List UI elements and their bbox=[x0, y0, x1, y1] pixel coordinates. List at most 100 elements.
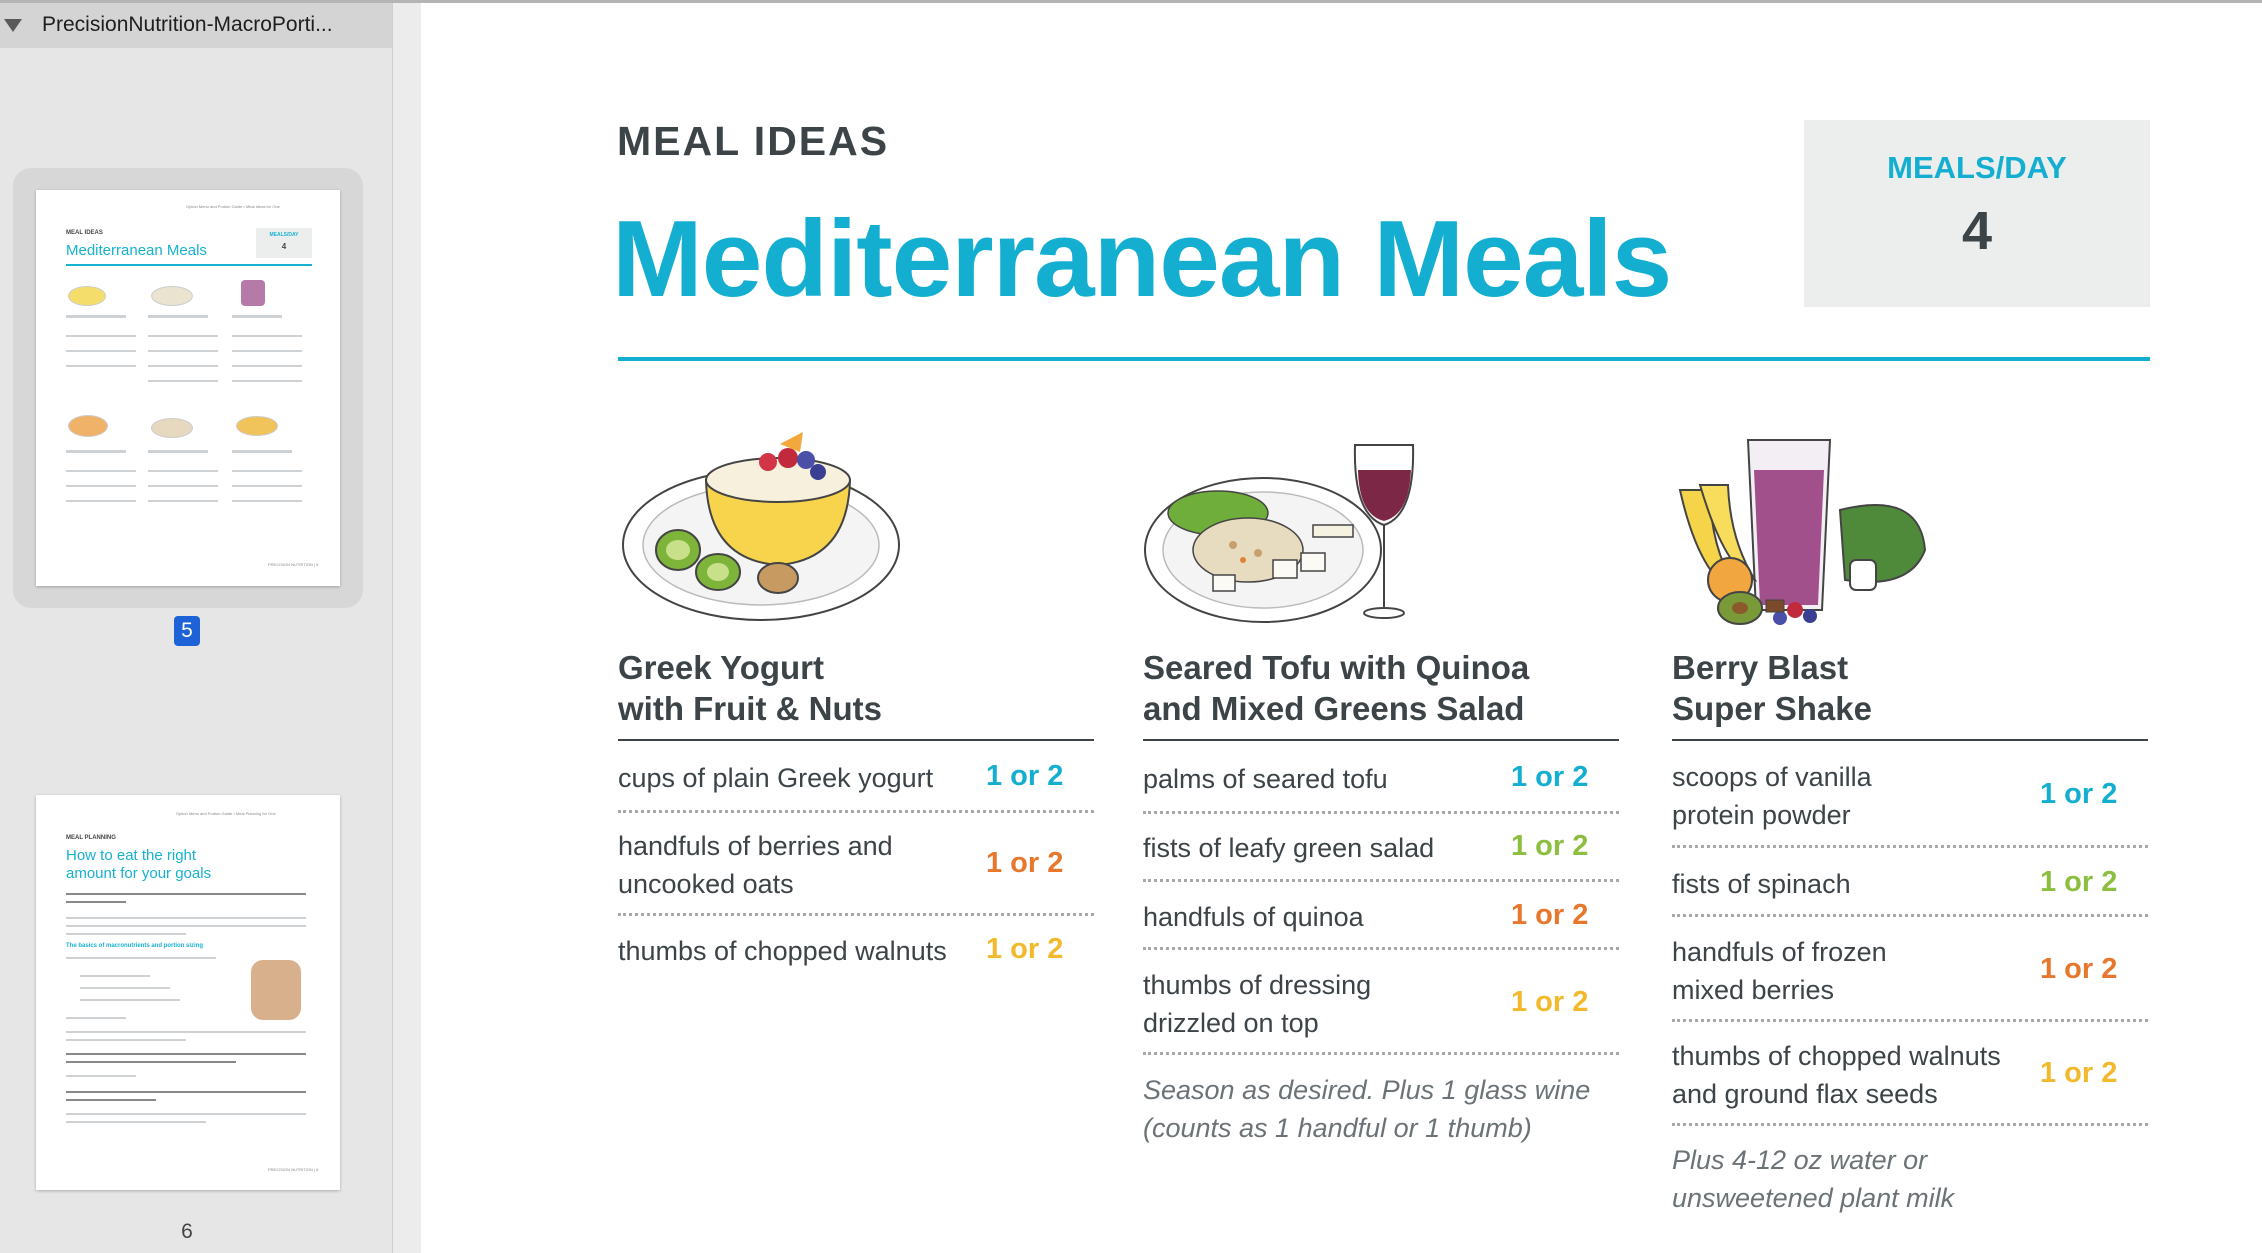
sidebar-divider[interactable] bbox=[393, 0, 421, 1253]
portion-value: 1 or 2 bbox=[1511, 899, 1589, 931]
thumb-food-image bbox=[241, 280, 265, 306]
meal-title-line2: Super Shake bbox=[1672, 690, 1872, 727]
thumb-title-line2: amount for your goals bbox=[66, 865, 212, 882]
thumb-text-line bbox=[232, 500, 302, 502]
portion-label-line2: uncooked oats bbox=[618, 869, 794, 899]
header-rule bbox=[618, 357, 2150, 361]
row-divider bbox=[618, 913, 1094, 916]
thumb-text-line bbox=[66, 1039, 186, 1041]
thumb-food-image bbox=[151, 286, 193, 306]
thumb-text-line bbox=[232, 470, 302, 472]
meal-note-line1: Plus 4-12 oz water or bbox=[1672, 1145, 1928, 1175]
thumb-food-image bbox=[151, 418, 193, 438]
thumb-text-line bbox=[66, 933, 186, 935]
meal-note-line2: unsweetened plant milk bbox=[1672, 1183, 1955, 1213]
meals-per-day-label: MEALS/DAY bbox=[1887, 150, 2067, 185]
portion-value: 1 or 2 bbox=[986, 760, 1064, 792]
portion-label-line1: thumbs of dressing bbox=[1143, 970, 1372, 1000]
thumb-meals-box: MEALS/DAY 4 bbox=[256, 228, 312, 258]
portion-value: 1 or 2 bbox=[1511, 830, 1589, 862]
window-top-border bbox=[0, 0, 2262, 3]
meal-title-line1: Seared Tofu with Quinoa bbox=[1143, 649, 1530, 686]
thumb-food-image bbox=[236, 416, 278, 436]
thumb-text-line bbox=[80, 999, 180, 1001]
row-divider bbox=[1143, 1052, 1619, 1055]
portion-value: 1 or 2 bbox=[2040, 953, 2118, 985]
thumb-text-line bbox=[66, 957, 216, 959]
thumb-text-line bbox=[66, 350, 136, 352]
thumb-breadcrumb: Option Menu and Portion Guide • Meal Pla… bbox=[176, 811, 276, 816]
meal-note-line2: (counts as 1 handful or 1 thumb) bbox=[1143, 1113, 1532, 1143]
thumb-food-image bbox=[68, 415, 108, 437]
meals-per-day-box: MEALS/DAY 4 bbox=[1804, 120, 2150, 307]
meal-title-line2: with Fruit & Nuts bbox=[618, 690, 882, 727]
portion-label-line2: drizzled on top bbox=[1143, 1008, 1319, 1038]
row-divider bbox=[1143, 947, 1619, 950]
berry-shake-icon bbox=[1678, 439, 1927, 625]
thumb-text-line bbox=[66, 450, 126, 453]
row-divider bbox=[1672, 845, 2148, 848]
page-thumbnail-6[interactable]: Option Menu and Portion Guide • Meal Pla… bbox=[36, 795, 340, 1190]
portion-label-line1: thumbs of chopped walnuts bbox=[1672, 1041, 2001, 1071]
thumb-text-line bbox=[66, 1091, 306, 1093]
portion-label-line2: and ground flax seeds bbox=[1672, 1079, 1938, 1109]
thumb-food-image bbox=[68, 286, 106, 306]
thumb-text-line bbox=[66, 1031, 306, 1033]
sidebar-document-header[interactable]: PrecisionNutrition-MacroPorti... bbox=[0, 0, 392, 48]
portion-label: fists of spinach bbox=[1672, 869, 1851, 899]
thumb-text-line bbox=[148, 470, 218, 472]
portion-label: thumbs of chopped walnuts bbox=[618, 936, 947, 966]
yogurt-bowl-icon bbox=[622, 432, 900, 621]
thumb-text-line bbox=[66, 925, 306, 927]
portion-label: cups of plain Greek yogurt bbox=[618, 763, 934, 793]
portion-label: handfuls of quinoa bbox=[1143, 902, 1364, 932]
thumb-meals-value: 4 bbox=[281, 242, 287, 251]
thumb-rule bbox=[66, 264, 312, 266]
thumb-text-line bbox=[232, 365, 302, 367]
thumb-text-line bbox=[232, 350, 302, 352]
thumb-text-line bbox=[148, 450, 208, 453]
row-divider bbox=[1143, 811, 1619, 814]
portion-label: palms of seared tofu bbox=[1143, 764, 1388, 794]
thumb-text-line bbox=[66, 893, 306, 895]
thumb-text-line bbox=[66, 1017, 126, 1019]
thumb-text-line bbox=[148, 335, 218, 337]
portion-value: 1 or 2 bbox=[986, 933, 1064, 965]
section-kicker: MEAL IDEAS bbox=[617, 118, 890, 164]
portion-value: 1 or 2 bbox=[986, 847, 1064, 879]
page-thumbnail-5[interactable]: Option Menu and Portion Guide • Meal Ide… bbox=[36, 190, 340, 586]
page-number-badge: 5 bbox=[174, 616, 200, 646]
row-divider bbox=[618, 810, 1094, 813]
meals-per-day-value: 4 bbox=[1961, 201, 1993, 261]
thumb-text-line bbox=[66, 1121, 206, 1123]
thumb-text-line bbox=[80, 975, 150, 977]
thumb-text-line bbox=[148, 315, 208, 318]
portion-value: 1 or 2 bbox=[2040, 778, 2118, 810]
thumb-text-line bbox=[148, 485, 218, 487]
row-divider bbox=[1143, 879, 1619, 882]
thumb-text-line bbox=[66, 901, 126, 903]
thumb-text-line bbox=[148, 350, 218, 352]
meal-title-line1: Berry Blast bbox=[1672, 649, 1849, 686]
thumb-text-line bbox=[66, 1075, 136, 1077]
thumb-meals-label: MEALS/DAY bbox=[269, 232, 299, 238]
meal-title-rule bbox=[1672, 739, 2148, 741]
thumb-text-line bbox=[148, 365, 218, 367]
portion-label-line2: mixed berries bbox=[1672, 975, 1835, 1005]
portion-value: 1 or 2 bbox=[1511, 761, 1589, 793]
thumb-text-line bbox=[66, 1061, 236, 1063]
thumb-title: Mediterranean Meals bbox=[66, 242, 207, 259]
row-divider bbox=[1672, 1123, 2148, 1126]
row-divider bbox=[1672, 914, 2148, 917]
row-divider bbox=[1672, 1019, 2148, 1022]
portion-label-line1: handfuls of frozen bbox=[1672, 937, 1887, 967]
meal-title-rule bbox=[1143, 739, 1619, 741]
thumbnail-sidebar: PrecisionNutrition-MacroPorti... Option … bbox=[0, 0, 393, 1253]
portion-label: fists of leafy green salad bbox=[1143, 833, 1435, 863]
portion-value: 1 or 2 bbox=[2040, 1057, 2118, 1089]
thumb-text-line bbox=[66, 1113, 306, 1115]
disclosure-triangle-icon[interactable] bbox=[4, 18, 22, 32]
thumb-text-line bbox=[66, 917, 306, 919]
thumb-text-line bbox=[66, 1053, 306, 1055]
thumb-title-line1: How to eat the right bbox=[66, 847, 197, 864]
